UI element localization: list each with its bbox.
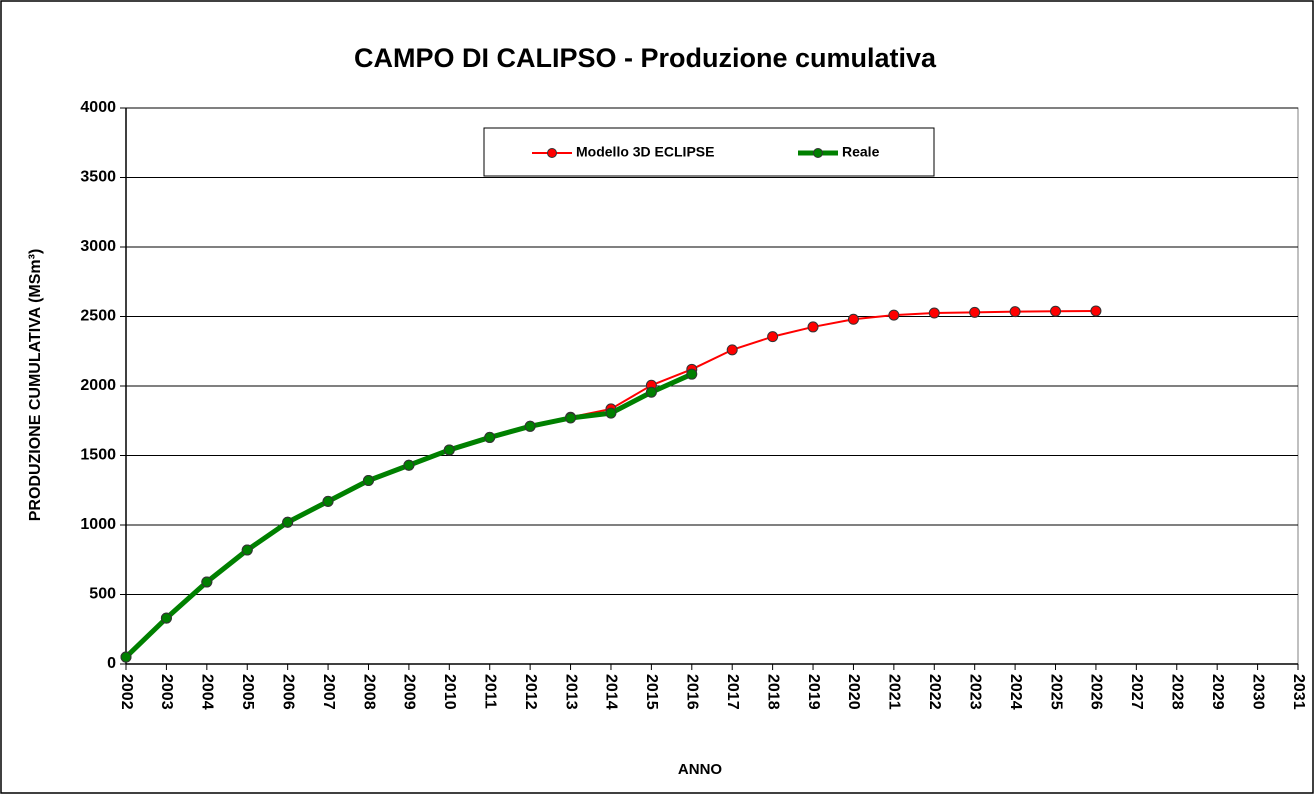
y-tick-label: 2500: [80, 308, 116, 325]
x-tick-label: 2021: [886, 674, 903, 710]
x-tick-label: 2013: [562, 674, 579, 710]
data-point: [928, 307, 940, 319]
x-tick-label: 2020: [845, 674, 862, 710]
data-point: [1090, 305, 1102, 317]
x-tick-label: 2023: [966, 674, 983, 710]
data-point: [443, 444, 455, 456]
x-tick-label: 2011: [481, 674, 498, 709]
x-tick-label: 2010: [441, 674, 458, 710]
legend-label: Modello 3D ECLIPSE: [576, 144, 714, 160]
x-axis-title: ANNO: [678, 761, 722, 778]
y-tick-label: 500: [89, 586, 116, 603]
data-point: [524, 420, 536, 432]
legend-marker: [813, 148, 823, 158]
x-tick-label: 2019: [805, 674, 822, 710]
x-tick-label: 2031: [1290, 674, 1307, 710]
data-point: [362, 475, 374, 487]
x-tick-label: 2002: [118, 674, 135, 710]
x-tick-label: 2024: [1007, 674, 1024, 710]
legend: Modello 3D ECLIPSE Reale: [483, 127, 935, 177]
x-tick-label: 2014: [603, 674, 620, 710]
legend-marker: [547, 148, 557, 158]
x-tick-label: 2028: [1169, 674, 1186, 710]
x-tick-label: 2003: [158, 674, 175, 710]
x-tick-label: 2030: [1249, 674, 1266, 710]
data-point: [201, 576, 213, 588]
data-point: [767, 331, 779, 343]
data-point: [120, 651, 132, 663]
data-point: [241, 544, 253, 556]
data-point: [1050, 305, 1062, 317]
x-tick-label: 2007: [320, 674, 337, 710]
data-point: [282, 516, 294, 528]
chart-title: CAMPO DI CALIPSO - Produzione cumulativa: [354, 43, 937, 73]
y-tick-label: 4000: [80, 99, 116, 116]
y-tick-label: 3000: [80, 238, 116, 255]
data-point: [686, 368, 698, 380]
data-point: [969, 306, 981, 318]
data-point: [403, 459, 415, 471]
data-point: [726, 344, 738, 356]
x-tick-label: 2025: [1047, 674, 1064, 710]
x-tick-label: 2022: [926, 674, 943, 710]
y-axis-title: PRODUZIONE CUMULATIVA (MSm³): [27, 249, 44, 522]
x-tick-label: 2008: [360, 674, 377, 710]
y-tick-label: 2000: [80, 377, 116, 394]
x-tick-label: 2018: [764, 674, 781, 710]
data-point: [1009, 306, 1021, 318]
y-tick-label: 3500: [80, 169, 116, 186]
x-tick-label: 2006: [279, 674, 296, 710]
x-tick-label: 2026: [1088, 674, 1105, 710]
y-tick-label: 1000: [80, 516, 116, 533]
x-tick-label: 2012: [522, 674, 539, 710]
data-point: [847, 313, 859, 325]
x-tick-label: 2029: [1209, 674, 1226, 710]
x-tick-label: 2017: [724, 674, 741, 710]
x-tick-label: 2015: [643, 674, 660, 710]
data-point: [484, 431, 496, 443]
x-tick-label: 2009: [401, 674, 418, 710]
y-tick-label: 1500: [80, 447, 116, 464]
data-point: [807, 321, 819, 333]
x-tick-label: 2016: [684, 674, 701, 710]
data-point: [160, 612, 172, 624]
data-point: [888, 309, 900, 321]
x-tick-label: 2004: [199, 674, 216, 710]
x-tick-label: 2005: [239, 674, 256, 710]
data-point: [645, 386, 657, 398]
data-point: [605, 407, 617, 419]
data-point: [322, 495, 334, 507]
data-point: [565, 412, 577, 424]
legend-label: Reale: [842, 144, 880, 160]
y-tick-label: 0: [107, 655, 116, 672]
x-tick-label: 2027: [1128, 674, 1145, 710]
